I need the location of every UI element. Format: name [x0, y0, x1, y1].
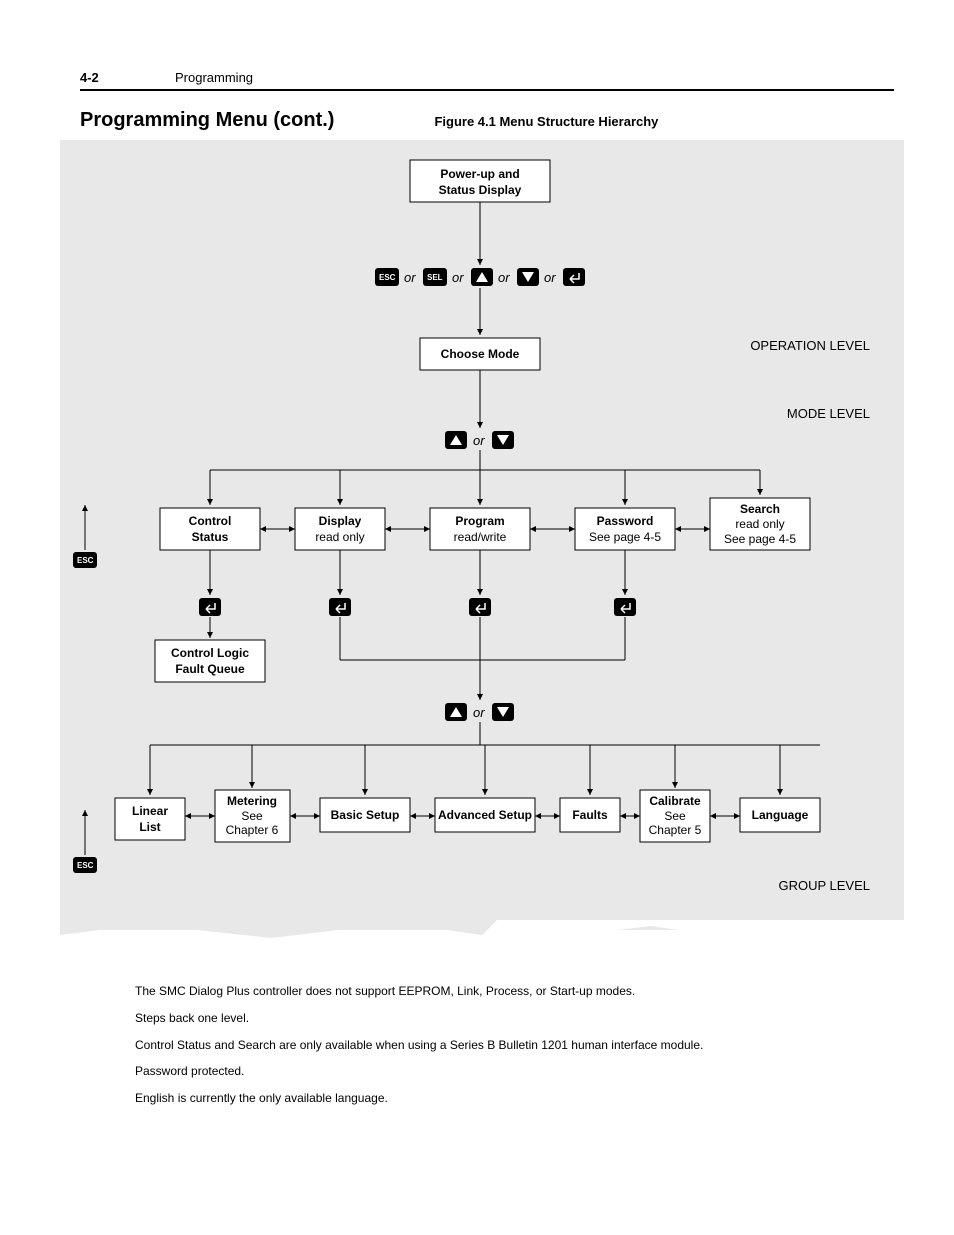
linear-l2: List — [139, 820, 160, 834]
footnotes: The SMC Dialog Plus controller does not … — [135, 980, 894, 1110]
note-4: Password protected. — [135, 1060, 894, 1083]
language-l1: Language — [752, 808, 809, 822]
metering-l2: See — [241, 809, 263, 823]
choose-l1: Choose Mode — [441, 347, 520, 361]
operation-level-label: OPERATION LEVEL — [750, 338, 870, 353]
search-l1: Search — [740, 502, 780, 516]
esc-key-icon: ESC — [379, 273, 396, 282]
or-1: or — [404, 270, 416, 285]
or-2: or — [452, 270, 464, 285]
calibrate-l3: Chapter 5 — [649, 823, 702, 837]
search-l3: See page 4-5 — [724, 532, 796, 546]
or-4: or — [544, 270, 556, 285]
note-5: English is currently the only available … — [135, 1087, 894, 1110]
note-2: Steps back one level. — [135, 1007, 894, 1030]
sel-key-icon: SEL — [427, 273, 443, 282]
power-l2: Status Display — [439, 183, 522, 197]
calibrate-l1: Calibrate — [649, 794, 701, 808]
note-3: Control Status and Search are only avail… — [135, 1034, 894, 1057]
note-1: The SMC Dialog Plus controller does not … — [135, 980, 894, 1003]
esc-txt-3: ESC — [77, 861, 94, 870]
group-level-label: GROUP LEVEL — [778, 878, 870, 893]
key-row-2: or — [445, 431, 514, 449]
program-l2: read/write — [454, 530, 507, 544]
mode-level-label: MODE LEVEL — [787, 406, 870, 421]
faults-l1: Faults — [572, 808, 608, 822]
password-l2: See page 4-5 — [589, 530, 661, 544]
calibrate-l2: See — [664, 809, 686, 823]
page-section: Programming — [175, 70, 253, 85]
or-6: or — [473, 705, 485, 720]
or-3: or — [498, 270, 510, 285]
clfq-l2: Fault Queue — [175, 662, 245, 676]
control-l1: Control — [189, 514, 232, 528]
linear-l1: Linear — [132, 804, 168, 818]
key-row-3: or — [445, 703, 514, 721]
clfq-l1: Control Logic — [171, 646, 249, 660]
section-title: Programming Menu (cont.) — [80, 109, 334, 132]
esc-txt-2: ESC — [77, 556, 94, 565]
metering-l3: Chapter 6 — [226, 823, 279, 837]
or-5: or — [473, 433, 485, 448]
search-l2: read only — [735, 517, 784, 531]
basic-l1: Basic Setup — [331, 808, 400, 822]
display-l1: Display — [319, 514, 362, 528]
advanced-l1: Advanced Setup — [438, 808, 532, 822]
page-number: 4-2 — [80, 70, 175, 85]
program-l1: Program — [455, 514, 504, 528]
metering-l1: Metering — [227, 794, 277, 808]
display-l2: read only — [315, 530, 364, 544]
key-row-1: ESC or SEL or or or — [375, 268, 585, 286]
menu-hierarchy-diagram: Power-up and Status Display ESC or SEL o… — [80, 150, 894, 950]
figure-title: Figure 4.1 Menu Structure Hierarchy — [434, 114, 658, 129]
power-l1: Power-up and — [440, 167, 519, 181]
password-l1: Password — [597, 514, 654, 528]
control-l2: Status — [192, 530, 229, 544]
